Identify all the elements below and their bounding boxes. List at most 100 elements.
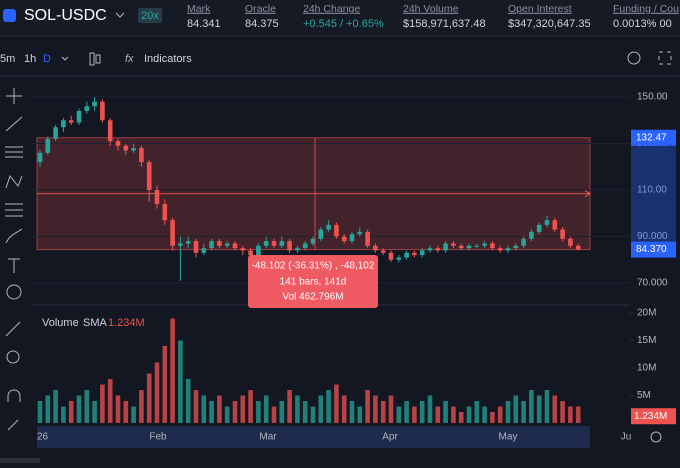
emoji-tool[interactable] — [6, 284, 22, 300]
volume-bar — [341, 395, 347, 423]
candle-body — [568, 238, 573, 246]
volume-bar — [201, 395, 207, 423]
symbol[interactable]: SOL-USDC — [24, 7, 107, 24]
zoom-tool[interactable] — [6, 350, 20, 364]
volume-bar — [287, 390, 292, 423]
leverage-badge[interactable] — [138, 8, 162, 23]
leverage[interactable]: 20x — [141, 10, 159, 22]
candle-body — [53, 127, 58, 139]
volume-bar — [474, 401, 480, 423]
volume-bar — [263, 395, 269, 423]
indicators[interactable]: Indicators — [144, 53, 192, 65]
candle-body — [326, 224, 331, 230]
volume-bar — [256, 401, 261, 423]
volume-bar — [146, 373, 152, 423]
ruler-tool[interactable] — [5, 321, 21, 337]
volume-bar — [271, 406, 277, 423]
pattern-tool[interactable] — [5, 174, 23, 189]
candle-body — [443, 243, 448, 251]
candle-body — [396, 257, 402, 260]
lock-tool[interactable] — [7, 419, 19, 431]
fx-icon[interactable]: fx — [125, 53, 134, 65]
candle-body — [100, 101, 105, 121]
snapshot-icon[interactable] — [627, 51, 641, 65]
magnet-tool[interactable] — [7, 389, 21, 402]
sma-badge-text: 1.234M — [634, 411, 667, 422]
price-badge — [631, 241, 676, 258]
chart-type-icon[interactable] — [89, 52, 95, 66]
interval[interactable]: D — [43, 53, 51, 65]
volume-bar — [170, 318, 175, 423]
brush-tool[interactable] — [5, 228, 23, 244]
volume-bar — [178, 340, 183, 423]
candle-body — [458, 245, 464, 249]
settings-icon[interactable] — [650, 431, 662, 443]
crosshair-tool[interactable] — [6, 88, 22, 104]
y-tick-label: 150.00 — [637, 92, 668, 103]
sma-value: 1.234M — [108, 317, 145, 329]
range-arrow — [584, 190, 591, 198]
volume-bar — [575, 406, 581, 423]
volume-bar — [443, 401, 448, 423]
candle-body — [201, 248, 207, 253]
scrollbar[interactable] — [0, 458, 40, 463]
volume-bar — [123, 401, 129, 423]
candle-body — [466, 245, 472, 249]
volume-bar — [92, 401, 97, 423]
candle-body — [560, 229, 565, 239]
x-label: Feb — [149, 432, 167, 443]
candle-body — [334, 224, 339, 237]
stat-value: 0.0013% 00 — [613, 18, 672, 30]
dropdown[interactable] — [115, 12, 125, 18]
market-icon[interactable] — [3, 9, 16, 22]
text-tool[interactable] — [8, 258, 20, 273]
volume-bar — [232, 401, 238, 423]
volume-bar — [458, 412, 464, 423]
tooltip-line: 141 bars, 141d — [280, 277, 347, 288]
candle-body — [482, 243, 487, 246]
candle-body — [131, 148, 136, 151]
volume-bar — [373, 395, 378, 423]
candle-body — [139, 148, 144, 163]
interval[interactable]: 1h — [24, 53, 36, 65]
candle-body — [154, 190, 160, 204]
tooltip-line: Vol 462.796M — [282, 292, 343, 303]
v-tick-label: 20M — [637, 308, 656, 319]
volume-bar — [240, 395, 246, 423]
price-badge-text: 84.370 — [636, 244, 667, 255]
chart-type-icon[interactable] — [95, 54, 101, 64]
candle-body — [544, 220, 550, 225]
volume-bar — [419, 401, 425, 423]
candle-body — [365, 231, 370, 246]
volume-bar — [544, 390, 550, 423]
volume-bar — [334, 384, 339, 423]
sma-badge — [631, 408, 676, 425]
candle-body — [271, 241, 277, 246]
volume-bar — [115, 395, 121, 423]
candle-body — [240, 248, 246, 251]
candle-body — [217, 241, 222, 246]
volume-bar — [302, 401, 308, 423]
stat-value: 84.341 — [187, 18, 221, 30]
volume-bar — [435, 406, 441, 423]
volume-bar — [451, 406, 456, 423]
fullscreen-icon[interactable] — [658, 51, 672, 65]
x-label: May — [499, 432, 518, 443]
projection-tool[interactable] — [5, 203, 23, 217]
candle-body — [380, 250, 386, 253]
fib-tool[interactable] — [5, 146, 23, 158]
candle-body — [209, 241, 214, 249]
candle-body — [185, 241, 191, 244]
v-tick-label: 5M — [637, 390, 651, 401]
volume-bar — [162, 346, 168, 423]
interval[interactable]: 5m — [0, 53, 15, 65]
candle-body — [513, 245, 519, 249]
volume-bar — [45, 395, 51, 423]
trendline-tool[interactable] — [5, 116, 23, 132]
dropdown[interactable] — [61, 56, 69, 61]
stat-value: $347,320,647.35 — [508, 18, 591, 30]
volume-bar — [482, 406, 487, 423]
candle-body — [37, 152, 43, 163]
candle-body — [256, 245, 261, 256]
